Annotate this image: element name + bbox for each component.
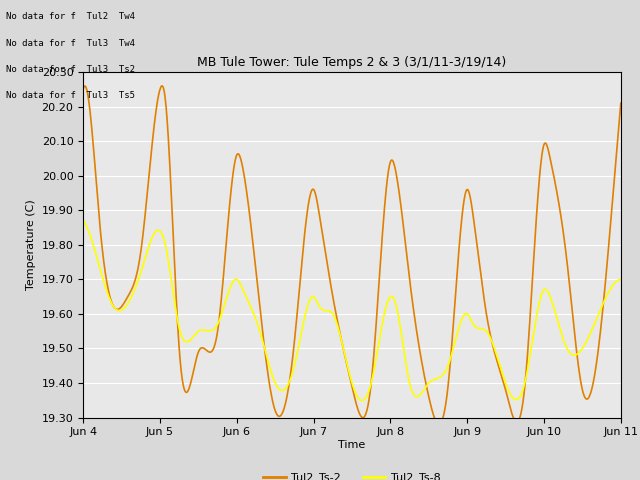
Tul2_Ts-2: [79, 86, 87, 92]
X-axis label: Time: Time: [339, 440, 365, 450]
Text: No data for f  Tul3  Ts2: No data for f Tul3 Ts2: [6, 65, 136, 74]
Text: No data for f  Tul3  Ts5: No data for f Tul3 Ts5: [6, 91, 136, 100]
Text: No data for f  Tul3  Tw4: No data for f Tul3 Tw4: [6, 38, 136, 48]
Tul2_Ts-2: [617, 100, 625, 106]
Legend: Tul2_Ts-2, Tul2_Ts-8: Tul2_Ts-2, Tul2_Ts-8: [259, 468, 445, 480]
Tul2_Ts-8: [358, 398, 366, 404]
Tul2_Ts-2: [317, 219, 324, 225]
Text: No data for f  Tul2  Tw4: No data for f Tul2 Tw4: [6, 12, 136, 21]
Tul2_Ts-8: [316, 304, 324, 310]
Tul2_Ts-8: [297, 334, 305, 339]
Tul2_Ts-2: [298, 267, 305, 273]
Tul2_Ts-2: [449, 320, 457, 325]
Tul2_Ts-2: [134, 265, 142, 271]
Tul2_Ts-2: [435, 421, 443, 427]
Tul2_Ts-2: [158, 83, 166, 89]
Tul2_Ts-8: [134, 278, 142, 284]
Tul2_Ts-2: [500, 380, 508, 385]
Title: MB Tule Tower: Tule Temps 2 & 3 (3/1/11-3/19/14): MB Tule Tower: Tule Temps 2 & 3 (3/1/11-…: [197, 57, 507, 70]
Tul2_Ts-8: [79, 218, 87, 224]
Line: Tul2_Ts-8: Tul2_Ts-8: [83, 221, 621, 401]
Line: Tul2_Ts-2: Tul2_Ts-2: [83, 86, 621, 424]
Tul2_Ts-8: [449, 347, 457, 353]
Y-axis label: Temperature (C): Temperature (C): [26, 199, 36, 290]
Tul2_Ts-8: [509, 395, 516, 400]
Tul2_Ts-8: [617, 276, 625, 282]
Tul2_Ts-2: [509, 414, 517, 420]
Tul2_Ts-8: [499, 372, 507, 378]
